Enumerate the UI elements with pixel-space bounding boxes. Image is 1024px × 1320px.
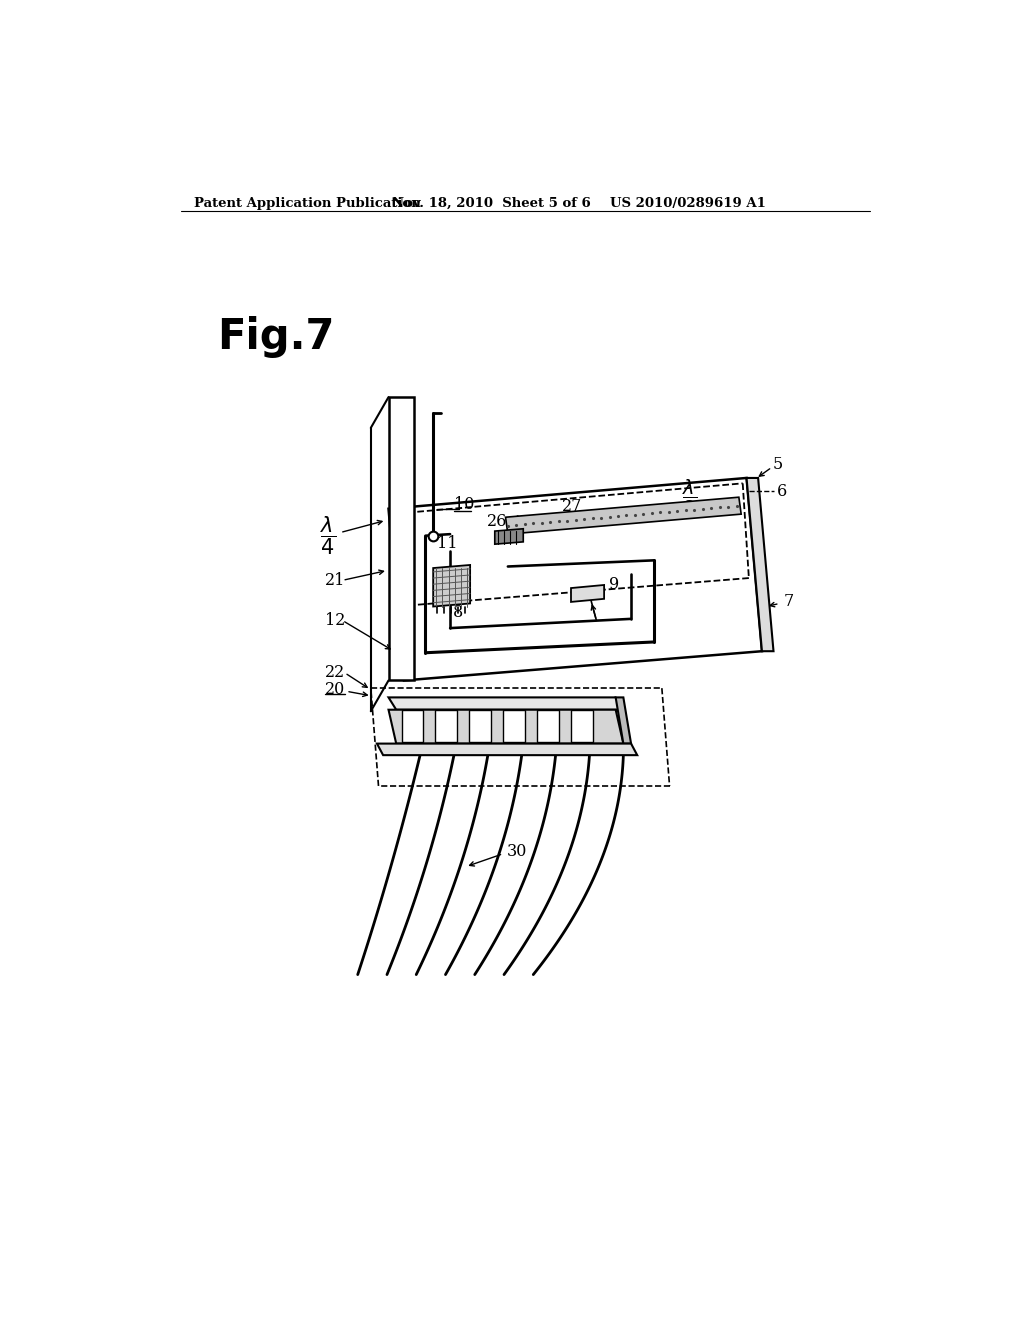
Polygon shape [469, 710, 490, 742]
Text: 12: 12 [325, 612, 345, 628]
Text: US 2010/0289619 A1: US 2010/0289619 A1 [609, 197, 765, 210]
Text: 6: 6 [777, 483, 787, 499]
Polygon shape [388, 478, 762, 681]
Polygon shape [538, 710, 559, 742]
Text: 5: 5 [773, 457, 783, 474]
Polygon shape [506, 498, 741, 535]
Polygon shape [495, 529, 523, 544]
Text: 10: 10 [454, 496, 474, 513]
Text: 30: 30 [506, 843, 526, 859]
Text: $\dfrac{\lambda}{4}$: $\dfrac{\lambda}{4}$ [319, 515, 336, 557]
Polygon shape [401, 710, 423, 742]
Text: Fig.7: Fig.7 [217, 315, 334, 358]
Text: 9: 9 [609, 577, 620, 594]
Text: Nov. 18, 2010  Sheet 5 of 6: Nov. 18, 2010 Sheet 5 of 6 [392, 197, 591, 210]
Text: 22: 22 [325, 664, 345, 681]
Polygon shape [388, 710, 624, 743]
Polygon shape [435, 710, 457, 742]
Text: 7: 7 [783, 593, 794, 610]
Polygon shape [388, 397, 414, 681]
Text: Patent Application Publication: Patent Application Publication [194, 197, 421, 210]
Polygon shape [503, 710, 524, 742]
Text: 27: 27 [562, 498, 582, 515]
Text: $\dfrac{\lambda}{8}$: $\dfrac{\lambda}{8}$ [682, 478, 697, 516]
Text: 8: 8 [453, 605, 463, 622]
Text: 26: 26 [487, 513, 508, 531]
Polygon shape [433, 565, 470, 607]
Polygon shape [746, 478, 773, 651]
Polygon shape [615, 697, 631, 743]
Polygon shape [571, 585, 604, 602]
Polygon shape [388, 697, 624, 710]
Polygon shape [377, 743, 637, 755]
Text: 20: 20 [325, 681, 345, 698]
Polygon shape [571, 710, 593, 742]
Text: 21: 21 [325, 572, 345, 589]
Text: 11: 11 [437, 535, 458, 552]
